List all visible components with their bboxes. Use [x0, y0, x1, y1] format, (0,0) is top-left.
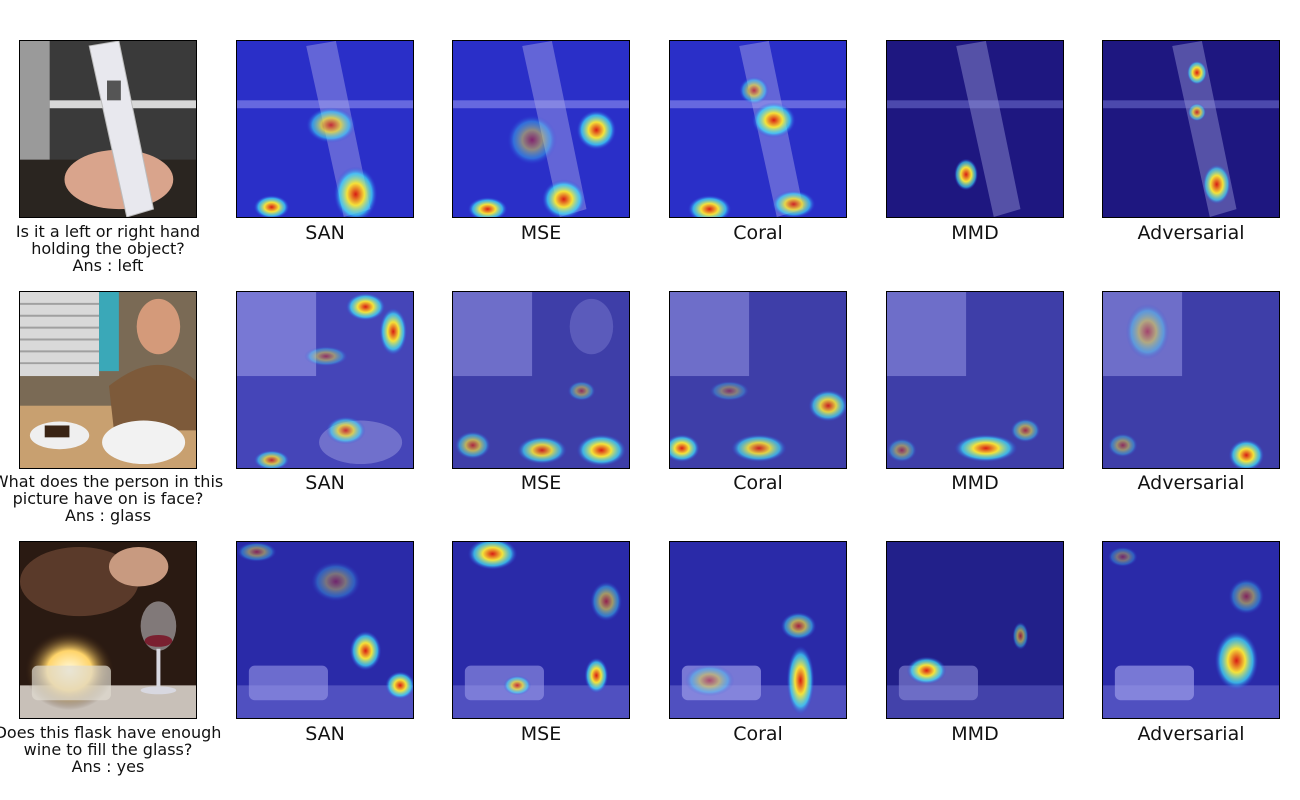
- heatmap-row2-san: [236, 291, 414, 469]
- heatmap-row1-san: [236, 40, 414, 218]
- question-text: Does this flask have enough wine to fill…: [0, 723, 222, 759]
- method-label: Adversarial: [1137, 472, 1245, 494]
- heatmap-row2-adversarial: [1102, 291, 1280, 469]
- heatmap-row1-adversarial: [1102, 40, 1280, 218]
- method-label: Adversarial: [1137, 723, 1245, 745]
- question-row3: Does this flask have enough wine to fill…: [0, 724, 228, 775]
- heatmap-image: [237, 542, 413, 718]
- heatmap-image: [670, 41, 846, 217]
- heatmap-row3-coral: [669, 541, 847, 719]
- method-label: Coral: [733, 222, 783, 244]
- photo-wine-glass-candle: [20, 542, 196, 718]
- method-label: SAN: [305, 472, 345, 494]
- method-label: SAN: [305, 723, 345, 745]
- method-label: MSE: [520, 472, 562, 494]
- heatmap-image: [237, 292, 413, 468]
- heatmap-image: [670, 292, 846, 468]
- heatmap-row2-mmd: [886, 291, 1064, 469]
- method-label: MSE: [520, 723, 562, 745]
- answer-text: Ans : left: [72, 256, 144, 275]
- heatmap-image: [1103, 542, 1279, 718]
- heatmap-row3-adversarial: [1102, 541, 1280, 719]
- heatmap-image: [453, 41, 629, 217]
- heatmap-row1-mmd: [886, 40, 1064, 218]
- heatmap-image: [887, 292, 1063, 468]
- heatmap-image: [887, 41, 1063, 217]
- answer-text: Ans : yes: [71, 757, 145, 776]
- heatmap-image: [453, 542, 629, 718]
- heatmap-row2-mse: [452, 291, 630, 469]
- method-label: MMD: [951, 723, 999, 745]
- heatmap-image: [887, 542, 1063, 718]
- question-text: What does the person in this picture hav…: [0, 472, 224, 508]
- heatmap-row3-mmd: [886, 541, 1064, 719]
- heatmap-image: [237, 41, 413, 217]
- original-image-row3: [19, 541, 197, 719]
- method-label: Coral: [733, 472, 783, 494]
- photo-man-eating: [20, 292, 196, 468]
- method-label: Adversarial: [1137, 222, 1245, 244]
- method-label: Coral: [733, 723, 783, 745]
- heatmap-row3-mse: [452, 541, 630, 719]
- original-image-row1: [19, 40, 197, 218]
- question-row2: What does the person in this picture hav…: [0, 473, 228, 524]
- heatmap-image: [453, 292, 629, 468]
- question-text: Is it a left or right hand holding the o…: [15, 222, 201, 258]
- heatmap-row1-coral: [669, 40, 847, 218]
- original-image-row2: [19, 291, 197, 469]
- method-label: MMD: [951, 222, 999, 244]
- heatmap-row2-coral: [669, 291, 847, 469]
- photo-hand-holding-object: [20, 41, 196, 217]
- method-label: MSE: [520, 222, 562, 244]
- heatmap-row1-mse: [452, 40, 630, 218]
- question-row1: Is it a left or right hand holding the o…: [0, 223, 228, 274]
- heatmap-image: [670, 542, 846, 718]
- heatmap-row3-san: [236, 541, 414, 719]
- answer-text: Ans : glass: [64, 506, 152, 525]
- heatmap-image: [1103, 292, 1279, 468]
- method-label: MMD: [951, 472, 999, 494]
- heatmap-image: [1103, 41, 1279, 217]
- method-label: SAN: [305, 222, 345, 244]
